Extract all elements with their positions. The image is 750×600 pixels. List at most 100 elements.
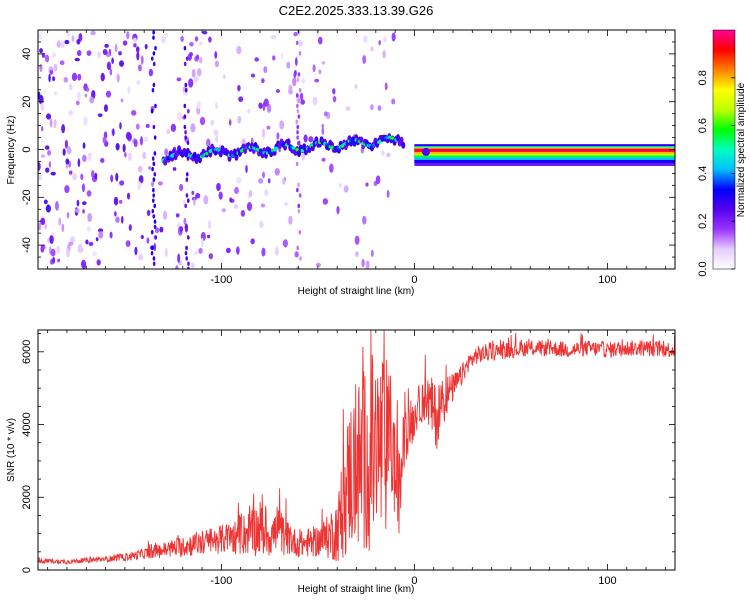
spectrogram-noise-cell (248, 190, 253, 198)
spectrogram-noise-cell (38, 91, 41, 100)
spectrogram-noise-cell (57, 258, 61, 263)
spectrogram-noise-cell (76, 199, 80, 207)
spectrogram-noise-cell (175, 265, 179, 269)
spectrogram-noise-cell (206, 234, 211, 239)
spectrogram-streak-cell (187, 266, 190, 269)
spectrogram-noise-cell (345, 106, 351, 111)
spectrogram-noise-cell (245, 164, 248, 174)
spectrogram-noise-cell (332, 95, 337, 103)
spectrogram-streak-cell (295, 93, 299, 98)
spectrogram-noise-cell (177, 253, 181, 263)
y-tick-label: 0 (21, 146, 33, 152)
spectrogram-streak-cell (152, 214, 156, 219)
spectrogram-noise-cell (263, 98, 269, 107)
spectrogram-noise-cell (234, 204, 238, 209)
snr-background (38, 330, 675, 570)
spectrogram-noise-cell (124, 151, 127, 158)
spectrogram-noise-cell (74, 208, 80, 213)
spectrogram-noise-cell (247, 108, 251, 114)
spectrogram-signal-halo (296, 150, 301, 158)
spectrogram-noise-cell (83, 116, 88, 126)
colorbar: 0.0 0.2 0.4 0.6 0.8 Normalized spectral ampl… (697, 29, 747, 277)
y-tick-label: 4000 (21, 412, 33, 436)
spectrogram-streak-cell (296, 245, 300, 251)
spectrogram-noise-cell (199, 57, 203, 64)
spectrogram-streak-cell (187, 109, 190, 114)
spectrogram-noise-cell (109, 68, 113, 76)
spectrogram-noise-cell (65, 158, 70, 165)
spectrogram-noise-cell (77, 243, 83, 254)
spectrogram-streak-cell (183, 114, 187, 119)
spectrogram-noise-cell (137, 64, 142, 72)
spectrogram-noise-cell (236, 45, 242, 55)
spectrogram-noise-cell (318, 69, 322, 75)
spectrogram-noise-cell (329, 163, 334, 173)
spectrogram-noise-cell (362, 55, 367, 64)
spectrogram-noise-cell (317, 36, 323, 45)
snr-y-ticks: 0 2000 4000 6000 (21, 333, 675, 573)
spectrogram-noise-cell (75, 100, 80, 106)
spectrogram-streak-cell (185, 56, 189, 61)
spectrogram-noise-cell (179, 226, 184, 232)
spectrogram-noise-cell (52, 76, 56, 82)
spectrogram-streak-cell (152, 124, 156, 130)
spectrogram-noise-cell (81, 183, 85, 193)
spectrogram-noise-cell (109, 231, 113, 239)
spectrogram-x-label: Height of straight line (km) (298, 286, 415, 297)
spectrogram-streak-cell (152, 187, 155, 193)
spectrogram-noise-cell (92, 251, 97, 257)
spectrogram-noise-cell (293, 31, 298, 37)
spectrogram-noise-cell (39, 48, 43, 54)
spectrogram-noise-cell (53, 91, 58, 96)
spectrogram-noise-cell (343, 185, 349, 193)
spectrogram-noise-cell (312, 96, 318, 106)
spectrogram-noise-cell (54, 201, 59, 211)
spectrogram-streak-cell (295, 266, 299, 269)
spectrogram-streak-cell (296, 77, 300, 82)
spectrogram-noise-cell (128, 224, 132, 232)
colorbar-tick-label: 0.6 (697, 118, 709, 133)
spectrogram-noise-cell (383, 35, 387, 43)
spectrogram-noise-cell (299, 92, 304, 101)
spectrogram-noise-cell (276, 132, 280, 140)
spectrogram-noise-cell (100, 157, 105, 164)
spectrogram-noise-cell (274, 167, 280, 176)
spectrogram-noise-cell (40, 217, 46, 226)
carrier-dip (421, 147, 430, 156)
snr-y-label: SNR (10 * v/v) (6, 418, 17, 482)
spectrogram-noise-cell (202, 30, 208, 35)
spectrogram-noise-cell (104, 43, 109, 48)
spectrogram-noise-cell (102, 49, 108, 56)
y-tick-label: 0 (21, 567, 33, 573)
spectrogram-noise-cell (122, 143, 126, 153)
spectrogram-noise-cell (365, 182, 369, 187)
spectrogram-signal-cell (274, 146, 279, 151)
spectrogram-noise-cell (188, 78, 194, 88)
spectrogram-noise-cell (72, 172, 78, 181)
spectrogram-noise-cell (49, 118, 53, 128)
spectrogram-noise-cell (48, 161, 52, 168)
spectrogram-noise-cell (321, 127, 325, 135)
spectrogram-noise-cell (50, 248, 56, 257)
spectrogram-noise-cell (315, 262, 322, 268)
spectrogram-noise-cell (56, 40, 61, 48)
spectrogram-streak-cell (297, 208, 301, 214)
spectrogram-noise-cell (68, 170, 73, 175)
spectrogram-noise-cell (64, 39, 70, 45)
spectrogram-noise-cell (370, 104, 374, 111)
spectrogram-streak-cell (151, 245, 154, 251)
spectrogram-noise-cell (60, 40, 65, 49)
spectrogram-noise-cell (361, 258, 365, 268)
spectrogram-noise-cell (45, 54, 50, 63)
spectrogram-streak-cell (187, 235, 190, 240)
spectrogram-noise-cell (87, 212, 92, 223)
spectrogram-noise-cell (116, 73, 120, 83)
spectrogram-noise-cell (301, 78, 306, 84)
colorbar-tick-label: 0.4 (697, 166, 709, 181)
spectrogram-noise-cell (125, 131, 132, 140)
spectrogram-noise-cell (264, 189, 269, 197)
spectrogram-noise-cell (336, 205, 340, 215)
spectrogram-streak-cell (152, 51, 156, 56)
spectrogram-noise-cell (208, 253, 214, 260)
